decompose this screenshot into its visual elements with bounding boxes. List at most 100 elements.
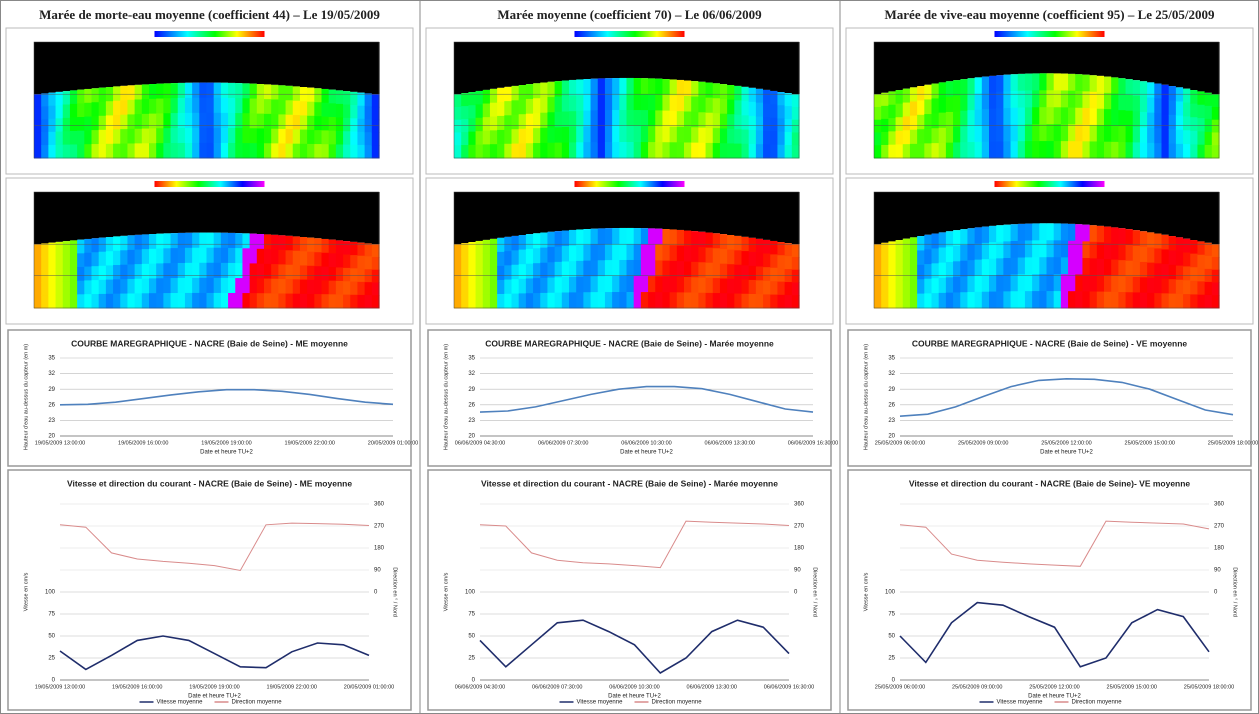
- heatmap-cell: [249, 293, 258, 309]
- heatmap-cell: [996, 42, 1004, 76]
- heatmap-cell: [371, 244, 380, 258]
- heatmap-cell: [931, 128, 940, 144]
- heatmap-cell: [41, 106, 49, 120]
- heatmap-cell: [924, 143, 933, 159]
- heatmap-cell: [271, 42, 279, 85]
- heatmap-cell: [590, 292, 599, 309]
- heatmap-cell: [350, 144, 359, 159]
- heatmap-cell: [1089, 108, 1098, 126]
- heatmap-cell: [909, 101, 918, 117]
- heatmap-cell: [461, 93, 469, 107]
- heatmap-cell: [69, 130, 78, 145]
- heatmap-cell: [705, 247, 714, 264]
- heatmap-cell: [235, 248, 244, 264]
- heatmap-cell: [206, 292, 215, 309]
- heatmap-cell: [249, 42, 258, 84]
- heatmap-cell: [741, 279, 750, 295]
- heatmap-cell: [1046, 291, 1055, 309]
- heatmap-cell: [41, 119, 49, 133]
- heatmap-cell: [504, 143, 513, 159]
- heatmap-cell: [1197, 118, 1206, 132]
- heatmap-cell: [199, 112, 208, 129]
- heatmap-cell: [84, 192, 93, 239]
- heatmap-cell: [364, 295, 373, 309]
- heatmap-cell: [328, 130, 337, 145]
- heatmap-cell: [1175, 192, 1184, 238]
- heatmap-cell: [547, 231, 556, 248]
- heatmap-cell: [518, 128, 527, 144]
- heatmap-cell: [938, 142, 947, 159]
- x-tick-label: 25/05/2009 09:00:00: [952, 684, 1002, 690]
- heatmap-cell: [220, 127, 229, 144]
- heatmap-cell: [938, 127, 947, 144]
- heatmap-cell: [343, 281, 351, 296]
- heatmap-cell: [371, 42, 380, 95]
- heatmap-cell: [1118, 228, 1127, 245]
- heatmap-cell: [989, 75, 997, 93]
- heatmap-cell: [249, 263, 258, 279]
- heatmap-cell: [1046, 73, 1055, 91]
- heatmap-cell: [967, 292, 976, 309]
- heatmap-cell: [705, 82, 714, 99]
- heatmap-cell: [518, 264, 527, 280]
- heatmap-cell: [1175, 293, 1184, 309]
- heatmap-cell: [1075, 192, 1084, 225]
- heatmap-cell: [640, 244, 649, 261]
- heatmap-cell: [640, 110, 649, 127]
- heatmap-cell: [719, 113, 728, 129]
- heatmap-cell: [1024, 107, 1033, 125]
- heatmap-cell: [924, 84, 933, 100]
- y-axis-label: Hauteur d'eau au-dessus du capteur (en m…: [23, 344, 29, 450]
- heatmap-cell: [719, 293, 728, 309]
- heatmap-cell: [734, 264, 743, 280]
- heatmap-cell: [184, 142, 193, 159]
- heatmap-cell: [655, 292, 664, 309]
- heatmap-cell: [177, 192, 186, 233]
- heatmap-cell: [924, 192, 933, 235]
- heatmap-cell: [228, 277, 236, 294]
- heatmap-cell: [902, 238, 911, 254]
- heatmap-cell: [141, 99, 150, 115]
- heatmap-cell: [314, 88, 323, 103]
- heatmap-cell: [705, 277, 714, 294]
- colorbar: [994, 31, 1105, 37]
- y2-tick-label: 180: [794, 546, 805, 552]
- heatmap-cell: [626, 42, 635, 78]
- heatmap-cell: [669, 229, 678, 246]
- heatmap-cell: [698, 231, 707, 248]
- heatmap-cell: [1175, 237, 1184, 252]
- heatmap-cell: [335, 294, 344, 309]
- heatmap-cell: [640, 192, 649, 229]
- heatmap-cell: [1197, 42, 1206, 92]
- heatmap-cell: [1118, 260, 1127, 277]
- heatmap-cell: [1010, 107, 1019, 126]
- heatmap-cell: [676, 111, 685, 128]
- heatmap-cell: [540, 42, 549, 83]
- heatmap-cell: [597, 78, 606, 95]
- heatmap-cell: [633, 192, 642, 229]
- y-tick-label: 100: [45, 590, 56, 596]
- heatmap-cell: [170, 143, 179, 159]
- heatmap-cell: [141, 249, 150, 265]
- heatmap-cell: [1147, 262, 1155, 279]
- heatmap-cell: [533, 128, 541, 144]
- heatmap-cell: [569, 142, 577, 159]
- heatmap-cell: [69, 240, 78, 255]
- heatmap-cell: [84, 130, 93, 145]
- heatmap-cell: [909, 115, 918, 131]
- heatmap-cell: [698, 112, 707, 129]
- heatmap-cell: [569, 79, 577, 97]
- heatmap-cell: [909, 251, 918, 267]
- heatmap-cell: [489, 252, 498, 268]
- heatmap-cell: [698, 292, 707, 309]
- heatmap-cell: [41, 269, 49, 283]
- heatmap-cell: [489, 266, 498, 281]
- heatmap-cell: [242, 113, 251, 129]
- heatmap-cell: [755, 280, 764, 295]
- heatmap-cell: [91, 116, 100, 131]
- heatmap-cell: [1118, 276, 1127, 293]
- heatmap-cell: [48, 192, 57, 243]
- heatmap-cell: [953, 261, 961, 278]
- heatmap-cell: [604, 78, 613, 95]
- heatmap-cell: [321, 130, 330, 145]
